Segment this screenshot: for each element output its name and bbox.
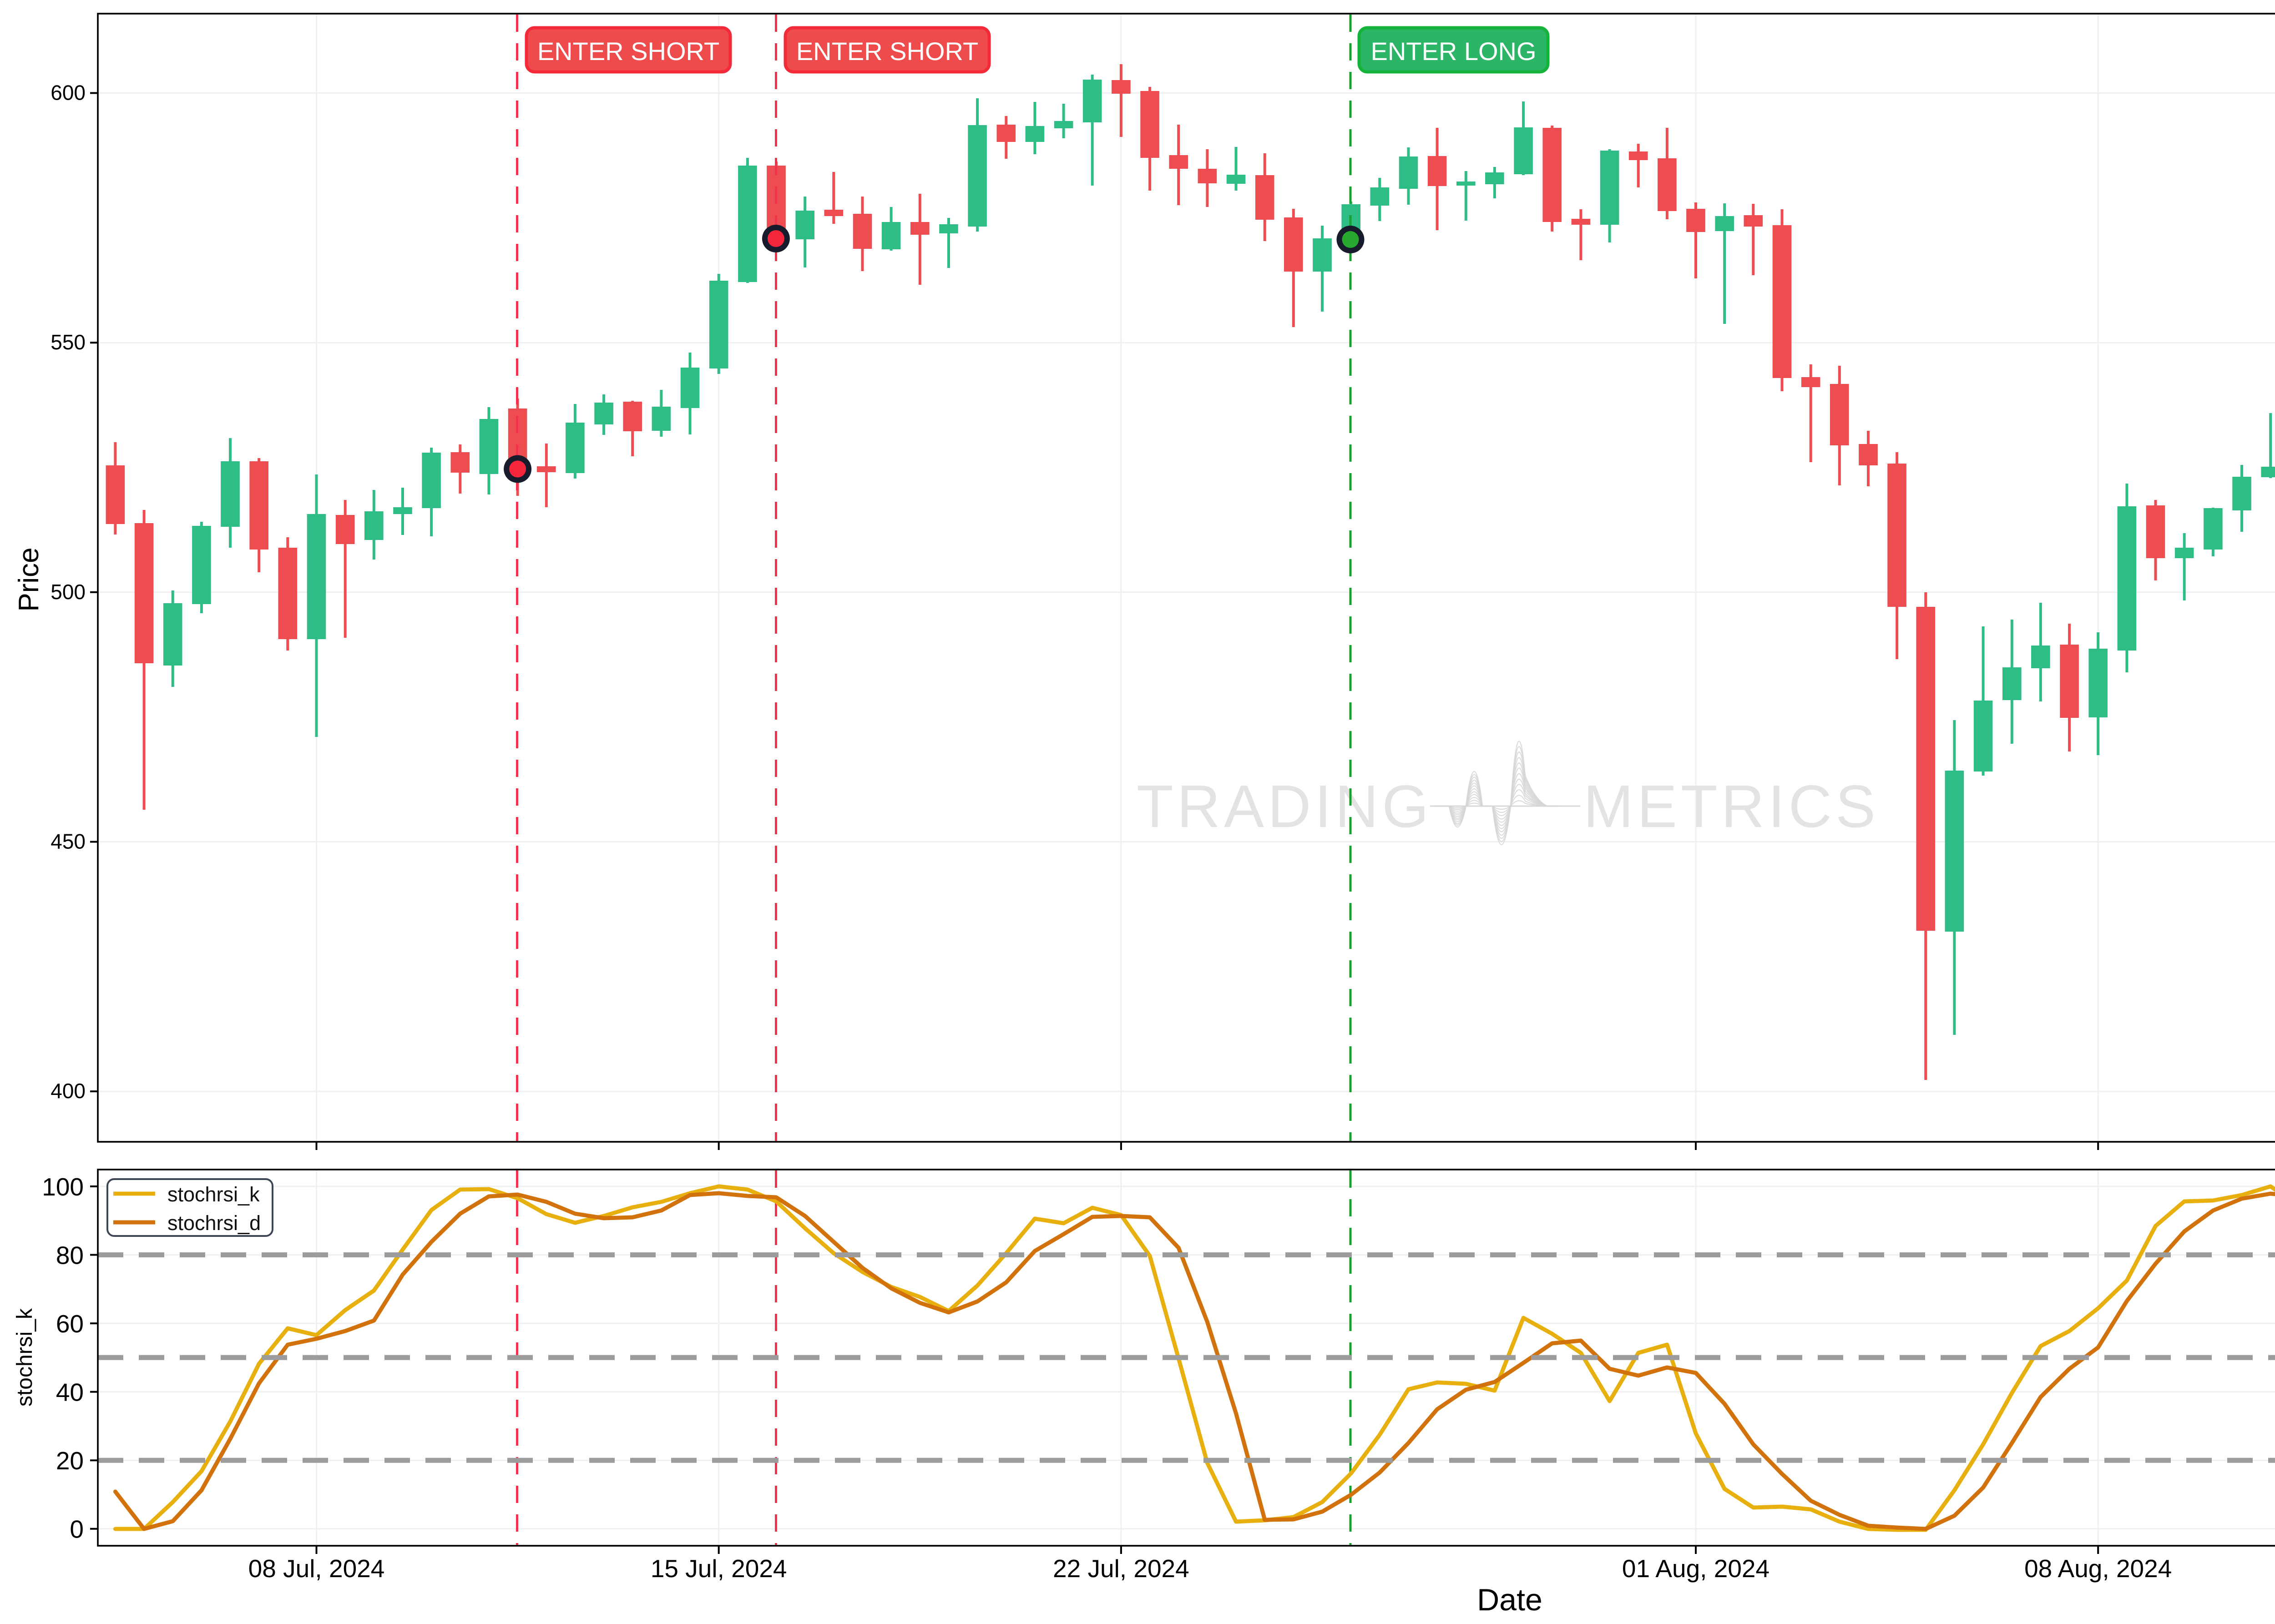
svg-text:ENTER LONG: ENTER LONG [1370,37,1536,66]
svg-text:stochrsi_k: stochrsi_k [167,1183,260,1206]
svg-text:80: 80 [56,1241,84,1270]
svg-text:08 Jul, 2024: 08 Jul, 2024 [248,1554,385,1583]
svg-text:400: 400 [51,1079,86,1103]
svg-text:22 Jul, 2024: 22 Jul, 2024 [1053,1554,1189,1583]
svg-text:20: 20 [56,1447,84,1475]
svg-text:60: 60 [56,1310,84,1338]
svg-text:TRADING: TRADING [1137,773,1432,840]
svg-text:600: 600 [51,81,86,105]
svg-text:ENTER SHORT: ENTER SHORT [537,37,719,66]
svg-text:40: 40 [56,1378,84,1407]
svg-text:550: 550 [51,330,86,354]
svg-text:Date: Date [1477,1583,1542,1617]
svg-text:500: 500 [51,580,86,604]
svg-text:01 Aug, 2024: 01 Aug, 2024 [1622,1554,1769,1583]
svg-text:08 Aug, 2024: 08 Aug, 2024 [2024,1554,2172,1583]
svg-text:450: 450 [51,830,86,853]
svg-text:stochrsi_k: stochrsi_k [13,1308,37,1407]
svg-text:15 Jul, 2024: 15 Jul, 2024 [651,1554,787,1583]
svg-text:Price: Price [13,547,45,611]
svg-text:stochrsi_d: stochrsi_d [167,1211,261,1235]
svg-text:METRICS: METRICS [1583,773,1879,840]
svg-text:ENTER SHORT: ENTER SHORT [796,37,978,66]
svg-text:100: 100 [42,1173,84,1201]
svg-text:0: 0 [70,1515,84,1543]
